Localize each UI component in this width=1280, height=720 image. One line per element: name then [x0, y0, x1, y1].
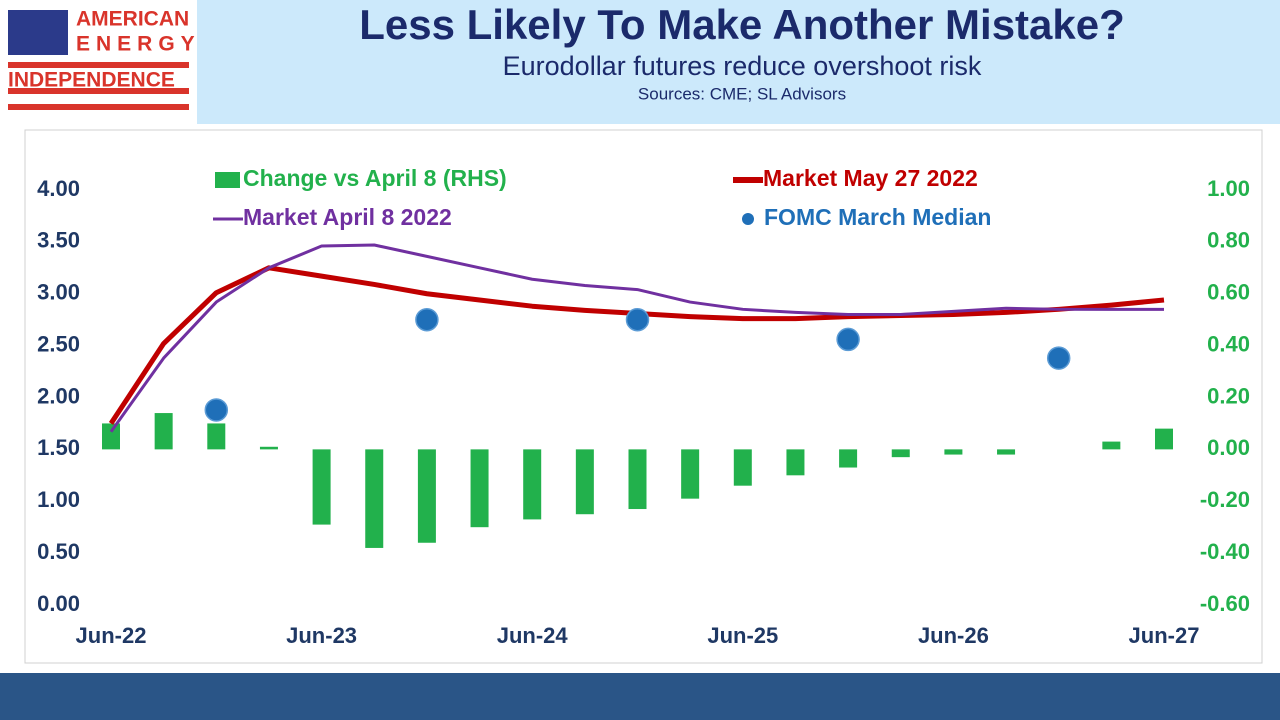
bar: [207, 423, 226, 450]
dot: [415, 307, 439, 332]
bar: [944, 449, 963, 455]
legend-label: Change vs April 8 (RHS): [243, 165, 507, 191]
x-tick-label: Jun-22: [76, 623, 147, 648]
y-tick-label: 3.50: [37, 228, 80, 253]
dot: [204, 398, 229, 422]
x-tick-label: Jun-23: [286, 623, 357, 648]
bar: [681, 449, 700, 499]
bar: [839, 449, 858, 468]
y2-tick-label: -0.60: [1200, 591, 1250, 616]
y2-tick-label: 1.00: [1207, 176, 1250, 201]
bar: [733, 449, 752, 486]
chart-subtitle: Eurodollar futures reduce overshoot risk: [503, 51, 982, 81]
y-tick-label: 2.00: [37, 383, 80, 408]
footer-band: [0, 673, 1280, 720]
y-tick-label: 1.50: [37, 435, 80, 460]
dot: [1046, 346, 1071, 370]
logo-text: ENERGY: [76, 33, 201, 56]
x-tick-label: Jun-26: [918, 623, 989, 648]
bar: [365, 449, 384, 548]
y2-tick-label: -0.40: [1200, 539, 1250, 564]
logo-text: INDEPENDENCE: [8, 68, 175, 91]
y-tick-label: 1.00: [37, 487, 80, 512]
y2-tick-label: 0.40: [1207, 331, 1250, 356]
bar: [1102, 441, 1121, 450]
bar: [575, 449, 594, 515]
y2-tick-label: -0.20: [1200, 487, 1250, 512]
bar: [417, 449, 436, 543]
chart-source: Sources: CME; SL Advisors: [638, 84, 846, 103]
x-tick-label: Jun-24: [497, 623, 569, 648]
y-tick-label: 2.50: [37, 331, 80, 356]
y-tick-label: 3.00: [37, 280, 80, 305]
y-tick-label: 4.00: [37, 176, 80, 201]
legend-swatch: [742, 213, 754, 225]
logo-text: AMERICAN: [76, 8, 189, 31]
line: [109, 243, 1164, 433]
bar: [470, 449, 489, 528]
x-tick-label: Jun-27: [1129, 623, 1200, 648]
bar: [628, 449, 647, 510]
bar: [1155, 428, 1173, 450]
legend-label: Market April 8 2022: [243, 204, 452, 230]
bar: [786, 449, 805, 476]
bar: [523, 449, 542, 520]
header-band: [197, 0, 1280, 124]
y2-tick-label: 0.60: [1207, 280, 1250, 305]
legend-label: Market May 27 2022: [763, 165, 978, 191]
dot: [625, 307, 650, 332]
y2-tick-label: 0.80: [1207, 228, 1250, 253]
logo-flag: [8, 10, 189, 110]
bar: [891, 449, 910, 458]
dot: [836, 327, 860, 352]
y-tick-label: 0.50: [37, 539, 80, 564]
bar: [997, 449, 1016, 455]
legend-label: FOMC March Median: [764, 204, 991, 230]
x-tick-label: Jun-25: [707, 623, 778, 648]
bar: [102, 423, 120, 450]
y2-tick-label: 0.00: [1207, 435, 1250, 460]
bar: [154, 413, 173, 450]
bar: [312, 449, 331, 525]
bar: [259, 446, 278, 450]
plot-frame: [24, 129, 1263, 664]
chart-title: Less Likely To Make Another Mistake?: [359, 1, 1125, 48]
y-tick-label: 0.00: [37, 591, 80, 616]
y2-tick-label: 0.20: [1207, 383, 1250, 408]
legend-swatch: [215, 172, 240, 188]
